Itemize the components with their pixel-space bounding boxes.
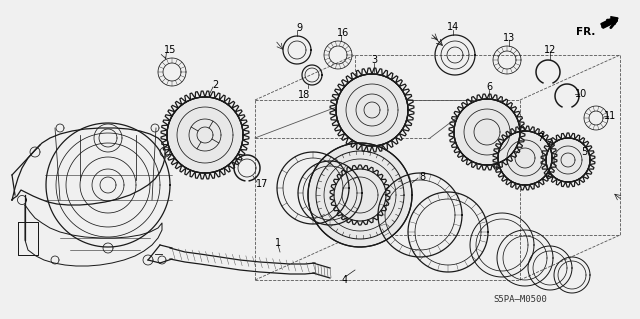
Polygon shape: [167, 97, 243, 173]
Text: 13: 13: [503, 33, 515, 43]
Text: 9: 9: [296, 23, 302, 33]
Text: 16: 16: [337, 28, 349, 38]
Text: 18: 18: [298, 90, 310, 100]
Polygon shape: [498, 131, 552, 185]
Text: 6: 6: [486, 82, 492, 92]
Text: 8: 8: [419, 172, 425, 182]
Text: 15: 15: [164, 45, 176, 55]
Polygon shape: [546, 138, 590, 182]
Polygon shape: [454, 99, 520, 165]
Text: S5PA–M0500: S5PA–M0500: [493, 295, 547, 305]
Text: 3: 3: [371, 55, 377, 65]
Text: 10: 10: [575, 89, 587, 99]
Polygon shape: [336, 74, 408, 146]
Text: 5: 5: [581, 147, 587, 157]
Polygon shape: [167, 97, 243, 173]
Polygon shape: [308, 143, 412, 247]
Text: 14: 14: [447, 22, 459, 32]
Text: 11: 11: [604, 111, 616, 121]
Polygon shape: [454, 99, 520, 165]
Text: 4: 4: [342, 275, 348, 285]
Polygon shape: [498, 131, 552, 185]
FancyArrow shape: [601, 17, 618, 28]
Text: 7: 7: [537, 133, 543, 143]
Text: 2: 2: [212, 80, 218, 90]
Polygon shape: [336, 74, 408, 146]
Polygon shape: [546, 138, 590, 182]
Text: 17: 17: [256, 179, 268, 189]
Text: 1: 1: [275, 238, 281, 248]
Text: 12: 12: [544, 45, 556, 55]
Text: FR.: FR.: [575, 27, 595, 37]
